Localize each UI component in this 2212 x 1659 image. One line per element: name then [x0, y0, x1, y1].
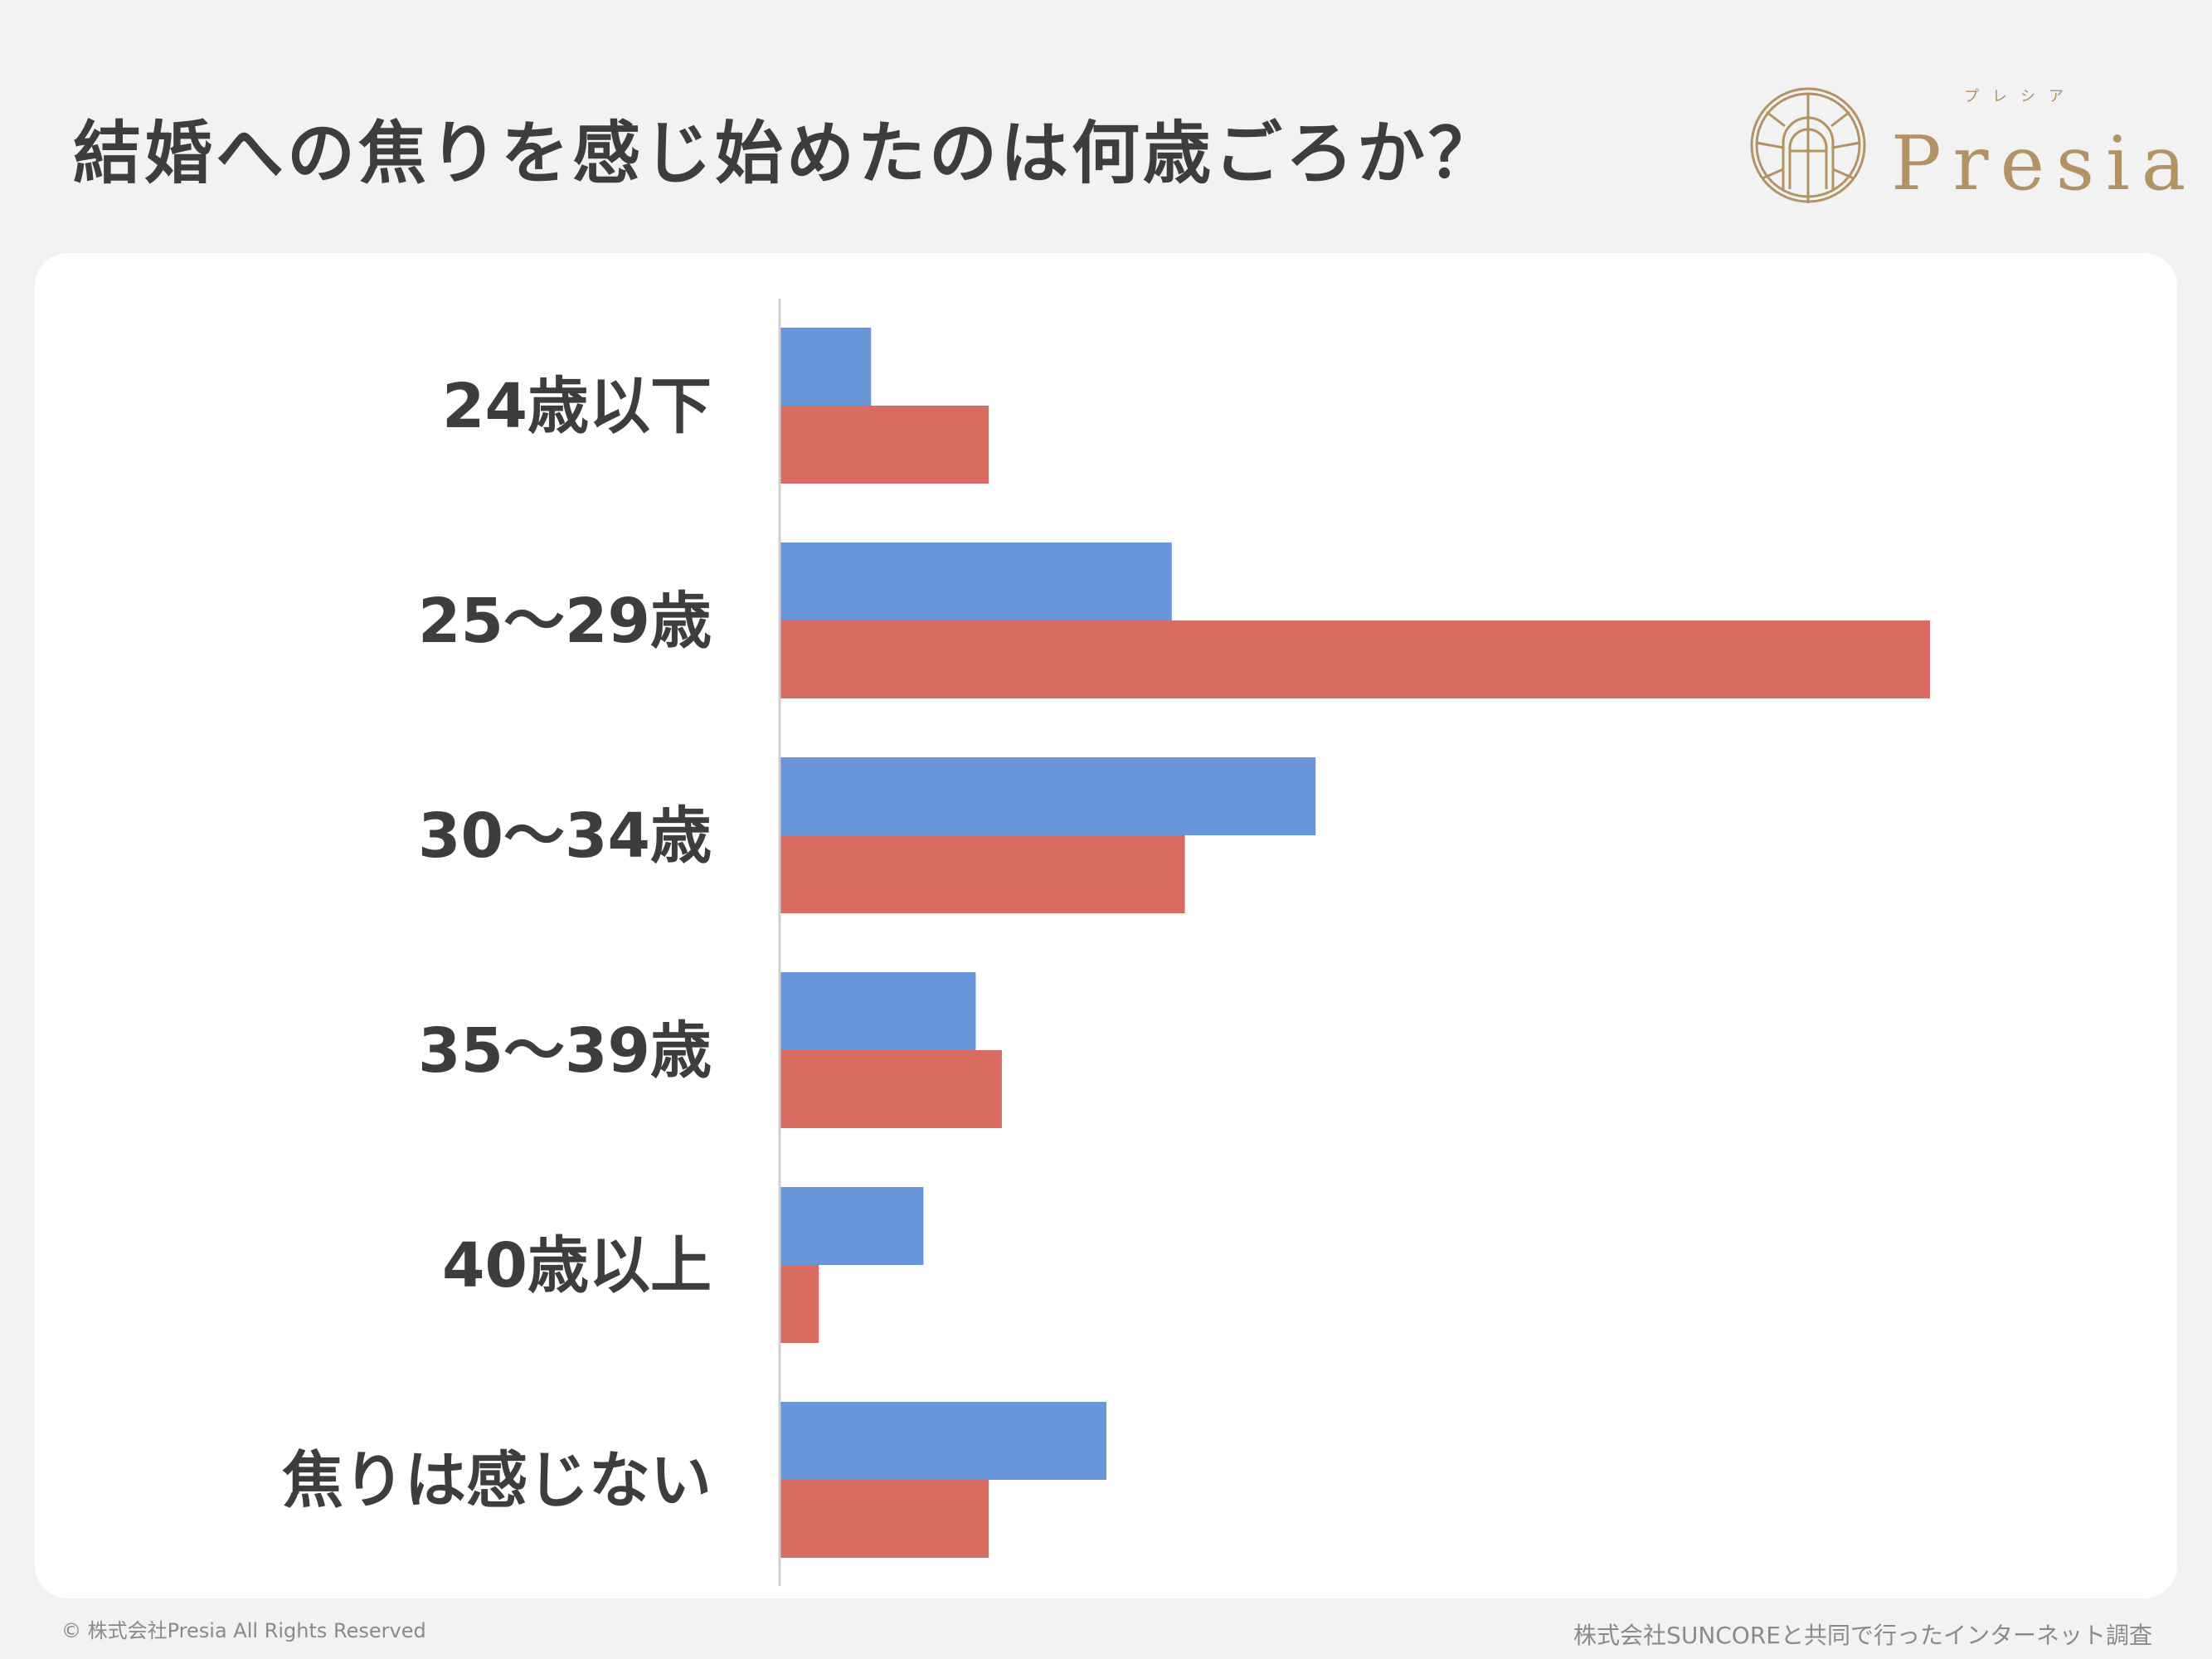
bar-blue-0: [780, 328, 872, 406]
bar-red-1: [780, 620, 1930, 698]
logo-ruby: プレシア: [1964, 88, 2077, 105]
bar-blue-5: [780, 1402, 1107, 1480]
bar-blue-3: [780, 972, 976, 1050]
bar-red-2: [780, 835, 1185, 913]
category-label: 24歳以下: [442, 371, 712, 442]
logo-wordmark: Presia: [1891, 120, 2194, 207]
category-label: 35〜39歳: [418, 1015, 712, 1087]
bar-red-5: [780, 1480, 989, 1558]
bar-blue-2: [780, 757, 1316, 835]
page-title: 結婚への焦りを感じ始めたのは何歳ごろか？: [73, 114, 1500, 193]
category-label: 焦りは感じない: [282, 1445, 712, 1516]
category-label: 25〜29歳: [418, 586, 712, 657]
window-emblem-icon: [1750, 87, 1866, 203]
bar-red-3: [780, 1050, 1002, 1128]
category-label: 30〜34歳: [418, 800, 712, 872]
category-label: 40歳以上: [442, 1230, 712, 1301]
copyright-text: © 株式会社Presia All Rights Reserved: [61, 1619, 426, 1642]
bar-red-4: [780, 1265, 819, 1343]
presia-logo: プレシア Presia: [1742, 80, 2194, 212]
source-note: 株式会社SUNCOREと共同で行ったインターネット調査: [1573, 1622, 2152, 1649]
bar-red-0: [780, 406, 989, 484]
chart-card: [35, 253, 2177, 1598]
bar-blue-4: [780, 1187, 924, 1265]
bar-blue-1: [780, 542, 1172, 620]
